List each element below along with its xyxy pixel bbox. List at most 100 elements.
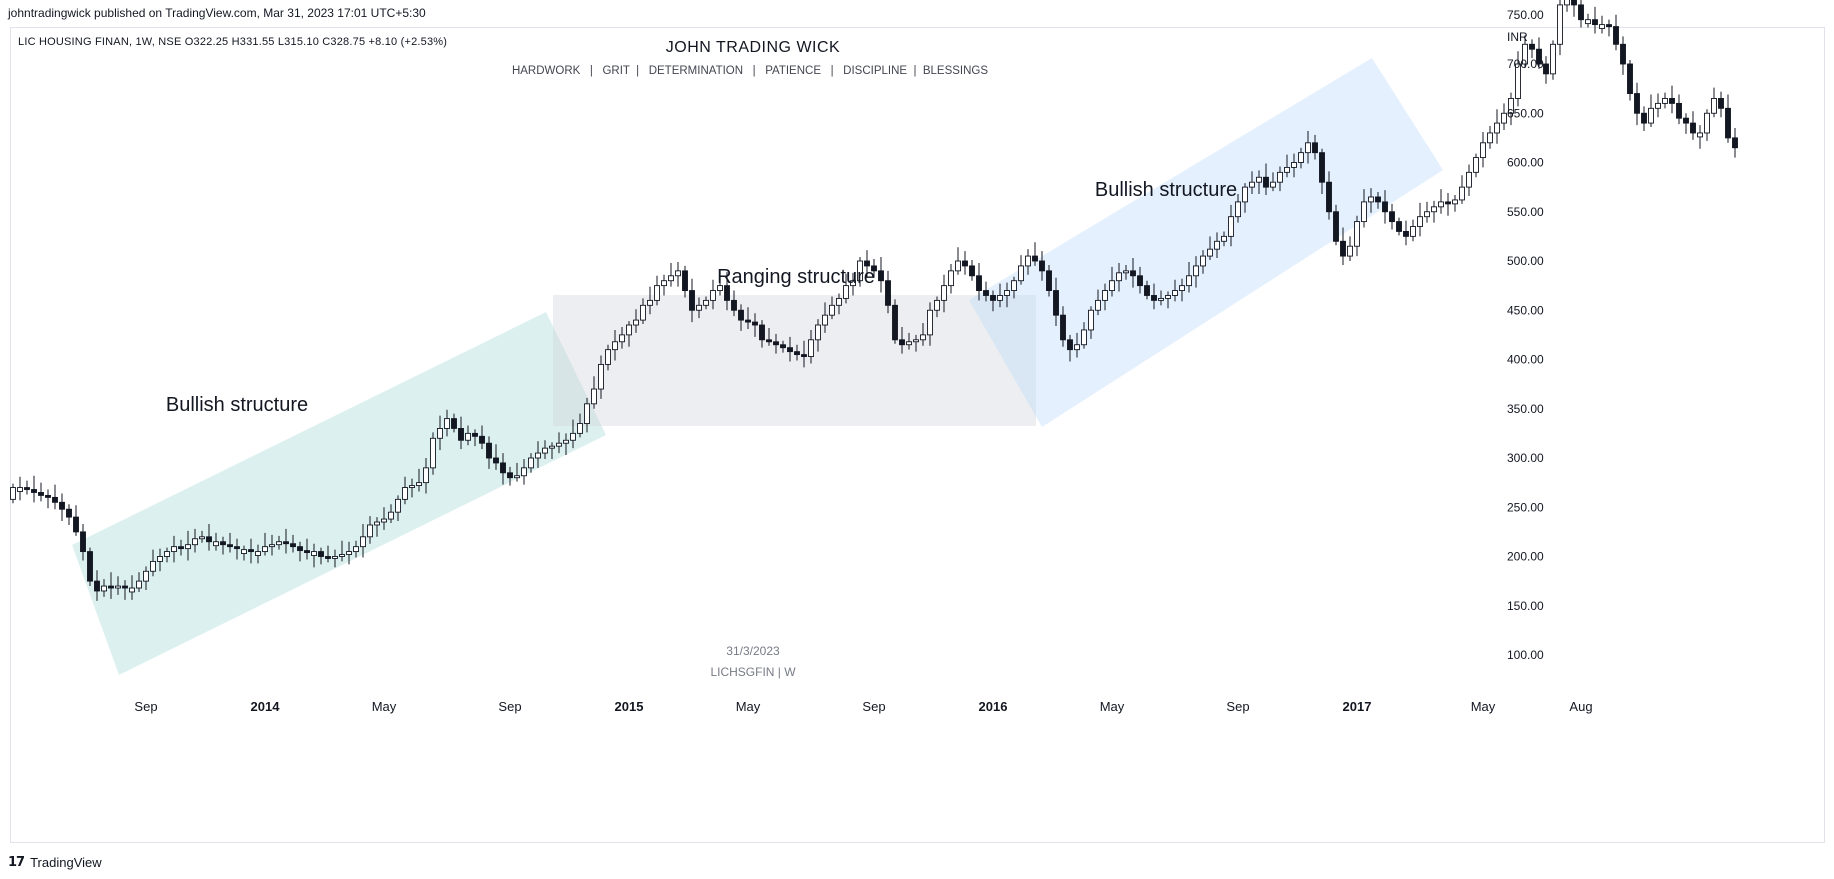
candle [843,273,849,304]
candle [1690,111,1696,140]
candle-body [213,541,219,547]
candle-body [101,585,107,592]
candle-body [1354,221,1360,247]
candle [59,493,65,522]
label-ranging: Ranging structure [717,266,875,288]
candle-body [850,280,856,287]
candle-body [269,544,275,548]
candle-body [1207,248,1213,257]
candle [1109,266,1115,297]
candle-body [1697,132,1703,138]
candle-body [647,299,653,306]
x-tick-label: May [1100,699,1125,714]
candle [1704,109,1710,141]
y-tick-label: 350.00 [1507,402,1544,416]
chart-frame [10,27,1825,843]
candle-body [1011,280,1017,292]
candle-body [192,538,198,546]
candle-body [1487,132,1493,144]
candle-body [297,546,303,552]
candle [185,530,191,561]
candle-body [1396,221,1402,232]
candle [724,271,730,311]
candle [871,259,877,278]
candle [1340,227,1346,265]
candle-body [962,260,968,267]
x-tick-label: May [1471,699,1496,714]
candle [759,320,765,348]
x-tick-label: Sep [134,699,157,714]
candle [1277,166,1283,192]
candle-body [689,290,695,311]
candle [346,541,352,565]
candle-body [87,551,93,582]
candle [24,480,30,495]
candle-body [143,570,149,582]
candle-body [1515,63,1521,99]
candle-body [381,518,387,523]
candle-body [808,339,814,357]
candle [45,489,51,509]
candle-body [934,299,940,311]
candle-body [1564,0,1570,6]
candle [311,543,317,568]
candle-body [787,347,793,353]
candle [1459,175,1465,204]
candle-body [17,487,23,492]
candle [143,566,149,590]
candle [206,523,212,551]
candle [1326,171,1332,220]
tradingview-brand[interactable]: 17 TradingView [8,855,102,870]
candle [1270,172,1276,192]
candle-body [1424,211,1430,218]
candle [1298,147,1304,169]
candle-body [878,270,884,282]
candle-body [10,487,16,500]
y-tick-label: 500.00 [1507,254,1544,268]
y-tick-label: 200.00 [1507,550,1544,564]
candle [1417,202,1423,237]
candle [360,523,366,558]
candle-body [1151,295,1157,301]
candle-body [178,546,184,550]
chart-titles: JOHN TRADING WICK HARDWORK | GRIT | DETER… [512,39,988,77]
candle [801,340,807,368]
candle [584,397,590,433]
candle [731,290,737,317]
candle [906,332,912,350]
candle-body [577,423,583,434]
candle-body [1179,285,1185,292]
candle-body [227,544,233,548]
candle [1564,0,1570,12]
candle-body [283,541,289,545]
candle [556,432,562,454]
candle-body [31,489,37,493]
candle-body [976,275,982,291]
candle [808,329,814,364]
candle [1536,37,1542,69]
candle-body [1270,181,1276,188]
candle-body [472,432,478,437]
candle [822,302,828,333]
candle [766,327,772,346]
candle-body [437,428,443,439]
candle [899,326,905,354]
candle [1473,153,1479,178]
candle [1557,0,1563,56]
x-tick-label: 2014 [251,699,281,714]
candle [157,548,163,572]
candle-body [703,299,709,306]
candle-body [1571,0,1577,6]
candle-body [1144,285,1150,296]
candle-body [1333,211,1339,242]
candle [528,453,534,473]
candle [381,507,387,530]
candle-body [1326,181,1332,213]
candle [1354,215,1360,257]
label-bullish-2: Bullish structure [1095,179,1237,201]
candle-body [1445,201,1451,205]
candle-body [1298,152,1304,163]
time-axis: Sep 2014 May Sep 2015 May Sep 2016 May Sep 2017 May… [134,699,1592,714]
candle-body [52,496,58,503]
